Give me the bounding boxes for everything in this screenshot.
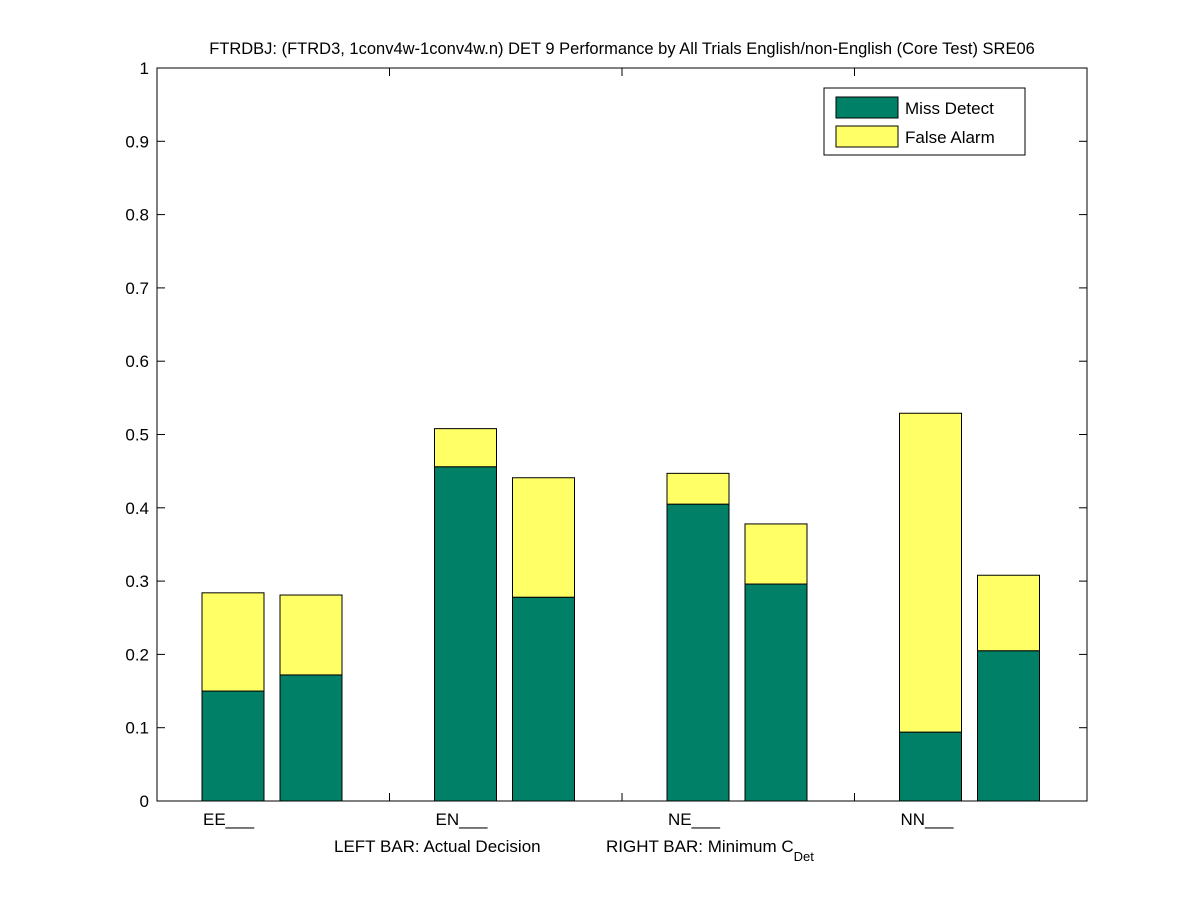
bar-miss-detect-actual xyxy=(201,690,265,802)
bar-miss-detect-actual xyxy=(899,731,962,802)
legend-swatch-miss xyxy=(835,96,899,119)
x-label-right-main: RIGHT BAR: Minimum C xyxy=(606,837,794,856)
y-tick-label: 0.4 xyxy=(125,499,149,518)
x-tick-label: NE___ xyxy=(668,810,721,829)
y-tick-label: 0.2 xyxy=(125,645,149,664)
x-tick-label: EN___ xyxy=(436,810,489,829)
y-tick-label: 0 xyxy=(140,792,149,811)
y-tick-label: 0.9 xyxy=(125,132,149,151)
y-tick-label: 1 xyxy=(140,59,149,78)
bar-false-alarm-actual xyxy=(434,428,497,468)
y-tick-label: 0.1 xyxy=(125,719,149,738)
bar-false-alarm-minimum xyxy=(744,523,808,585)
legend-swatch-false-alarm xyxy=(835,125,899,148)
bars xyxy=(201,412,1040,802)
bar-false-alarm-actual xyxy=(666,472,730,505)
chart-title: FTRDBJ: (FTRD3, 1conv4w-1conv4w.n) DET 9… xyxy=(209,40,1035,58)
bar-miss-detect-minimum xyxy=(744,583,808,802)
legend: Miss Detect False Alarm xyxy=(823,87,1026,156)
x-axis: EE___ EN___ NE___ NN___ xyxy=(203,68,954,829)
x-tick-label: EE___ xyxy=(203,810,255,829)
x-tick-label: NN___ xyxy=(901,810,954,829)
y-axis: 0 0.1 0.2 0.3 0.4 0.5 0.6 0.7 0.8 0.9 1 xyxy=(125,59,1087,811)
x-label-right: RIGHT BAR: Minimum CDet xyxy=(606,837,814,864)
y-tick-label: 0.5 xyxy=(125,426,149,445)
bar-false-alarm-actual xyxy=(899,412,962,733)
x-label-left: LEFT BAR: Actual Decision xyxy=(334,837,541,856)
legend-label-miss: Miss Detect xyxy=(905,99,994,118)
bar-false-alarm-minimum xyxy=(279,594,343,676)
y-tick-label: 0.8 xyxy=(125,206,149,225)
y-tick-label: 0.3 xyxy=(125,572,149,591)
bar-miss-detect-minimum xyxy=(279,674,343,802)
bar-false-alarm-minimum xyxy=(512,477,575,598)
x-label-right-subscript: Det xyxy=(794,849,815,864)
y-tick-label: 0.7 xyxy=(125,279,149,298)
bar-miss-detect-minimum xyxy=(512,596,575,802)
y-tick-label: 0.6 xyxy=(125,352,149,371)
bar-miss-detect-actual xyxy=(434,466,497,802)
bar-false-alarm-actual xyxy=(201,592,265,692)
bar-false-alarm-minimum xyxy=(977,574,1040,652)
bar-miss-detect-actual xyxy=(666,503,730,802)
legend-label-false-alarm: False Alarm xyxy=(905,128,995,147)
bar-miss-detect-minimum xyxy=(977,650,1040,802)
